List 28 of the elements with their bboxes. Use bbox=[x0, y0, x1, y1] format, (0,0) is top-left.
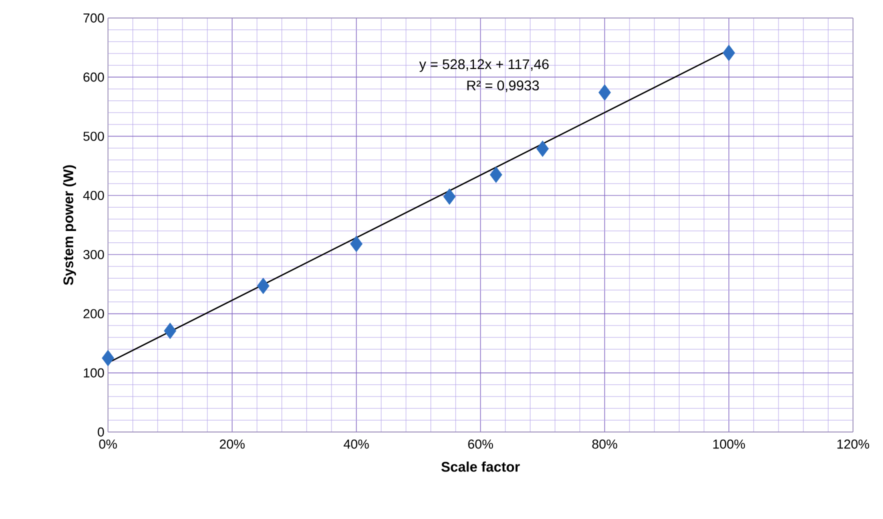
point bbox=[164, 322, 176, 340]
x-tick-label: 0% bbox=[99, 440, 117, 449]
annotation: y = 528,12x + 117,46 bbox=[419, 59, 549, 72]
y-axis-title: System power (W) bbox=[63, 165, 76, 286]
x-axis-title: Scale factor bbox=[441, 462, 520, 472]
y-tick-label: 100 bbox=[84, 368, 104, 378]
x-tick-label: 80% bbox=[592, 440, 618, 449]
y-tick-label: 200 bbox=[84, 309, 104, 318]
x-tick-label: 60% bbox=[468, 440, 494, 449]
point bbox=[536, 140, 549, 157]
x-tick-label: 120% bbox=[837, 440, 870, 449]
point bbox=[598, 84, 611, 101]
y-tick-label: 700 bbox=[84, 13, 104, 23]
y-tick-label: 500 bbox=[83, 132, 104, 141]
y-tick-label: 0 bbox=[98, 427, 104, 437]
y-tick-label: 300 bbox=[83, 250, 104, 260]
annotation: R² = 0,9933 bbox=[467, 80, 539, 92]
y-tick-label: 600 bbox=[84, 72, 104, 82]
point bbox=[257, 278, 270, 294]
point bbox=[443, 188, 456, 205]
x-tick-label: 20% bbox=[220, 440, 245, 449]
point bbox=[490, 166, 502, 183]
y-tick-label: 400 bbox=[83, 190, 104, 200]
x-tick-label: 100% bbox=[713, 440, 745, 449]
point bbox=[722, 44, 736, 62]
point bbox=[102, 350, 114, 366]
x-tick-label: 40% bbox=[344, 440, 369, 449]
point bbox=[350, 236, 363, 252]
